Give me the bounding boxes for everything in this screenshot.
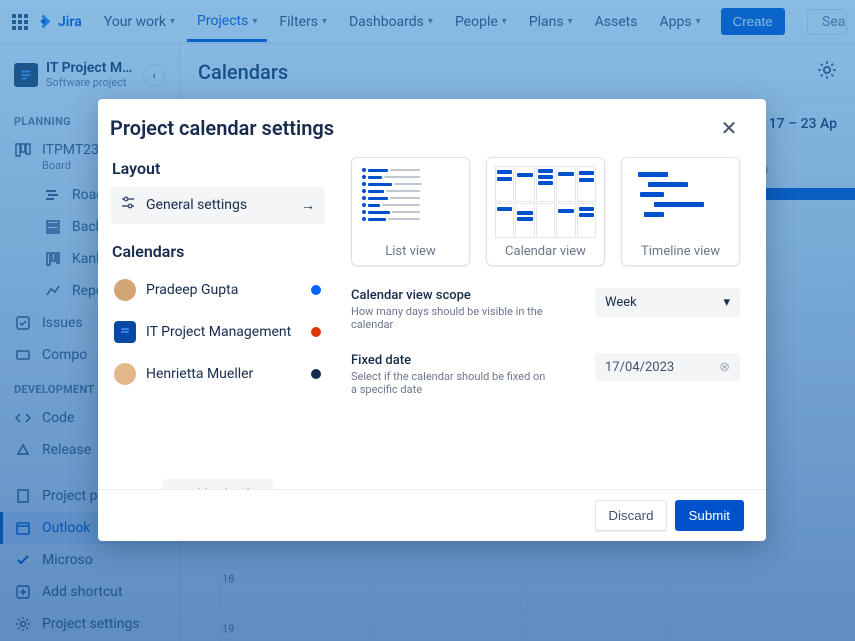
clear-icon[interactable]: ⊗: [719, 360, 730, 375]
arrow-right-icon: →: [301, 197, 315, 214]
sliders-icon: [120, 195, 136, 215]
view-option-timeline[interactable]: Timeline view: [621, 157, 740, 266]
close-button[interactable]: ✕: [716, 115, 742, 141]
layout-heading: Layout: [112, 159, 325, 178]
scope-help: How many days should be visible in the c…: [351, 305, 551, 331]
avatar: [114, 279, 136, 301]
chevron-down-icon: ▾: [723, 295, 730, 310]
fixed-date-input[interactable]: 17/04/2023 ⊗: [595, 353, 740, 382]
view-option-calendar[interactable]: Calendar view: [486, 157, 605, 266]
general-settings-item[interactable]: General settings →: [110, 186, 325, 224]
submit-button[interactable]: Submit: [675, 500, 744, 531]
avatar: [114, 363, 136, 385]
color-dot: [311, 369, 321, 379]
calendars-heading: Calendars: [112, 242, 325, 261]
view-option-list[interactable]: List view: [351, 157, 470, 266]
modal-title: Project calendar settings: [110, 116, 334, 140]
fixed-date-help: Select if the calendar should be fixed o…: [351, 370, 551, 396]
color-dot: [311, 285, 321, 295]
add-calendar-button[interactable]: + Add calendar: [162, 479, 273, 489]
settings-modal: Project calendar settings ✕ Layout Gener…: [98, 99, 766, 541]
calendar-person-row[interactable]: Pradeep Gupta: [110, 269, 325, 311]
scope-select[interactable]: Week ▾: [595, 288, 740, 317]
color-dot: [311, 327, 321, 337]
scope-label: Calendar view scope: [351, 288, 551, 303]
discard-button[interactable]: Discard: [595, 500, 666, 531]
calendar-person-row[interactable]: Henrietta Mueller: [110, 353, 325, 395]
calendar-person-row[interactable]: IT Project Management: [110, 311, 325, 353]
avatar: [114, 321, 136, 343]
fixed-date-label: Fixed date: [351, 353, 551, 368]
